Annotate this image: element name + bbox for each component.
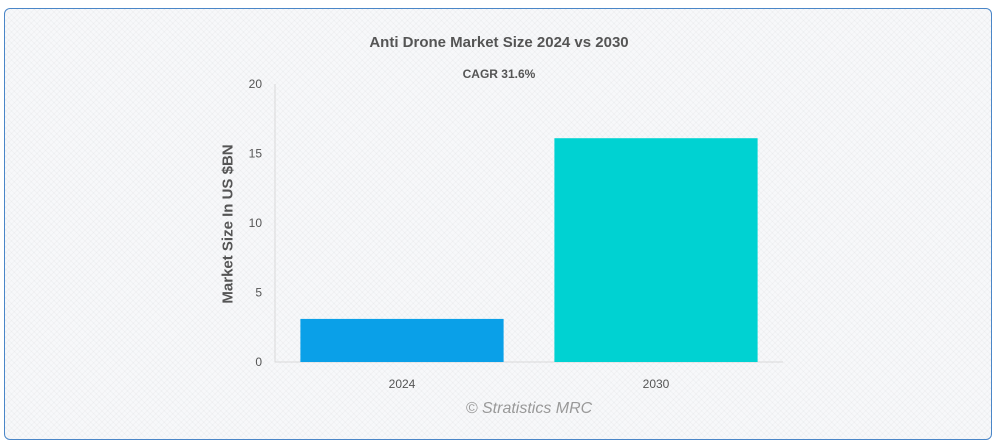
chart-frame bbox=[4, 8, 992, 440]
y-tick-label: 10 bbox=[249, 216, 263, 230]
watermark: © Stratistics MRC bbox=[465, 400, 593, 417]
chart-title: Anti Drone Market Size 2024 vs 2030 bbox=[369, 34, 629, 51]
chart-subtitle: CAGR 31.6% bbox=[462, 67, 536, 81]
x-tick-label: 2030 bbox=[643, 377, 670, 391]
y-tick-label: 15 bbox=[249, 147, 263, 161]
x-tick-label: 2024 bbox=[389, 377, 416, 391]
bar-2030 bbox=[554, 138, 758, 362]
y-tick-label: 5 bbox=[255, 286, 262, 300]
y-tick-label: 0 bbox=[255, 355, 262, 369]
bar-2024 bbox=[300, 318, 504, 362]
y-tick-label: 20 bbox=[249, 77, 263, 91]
